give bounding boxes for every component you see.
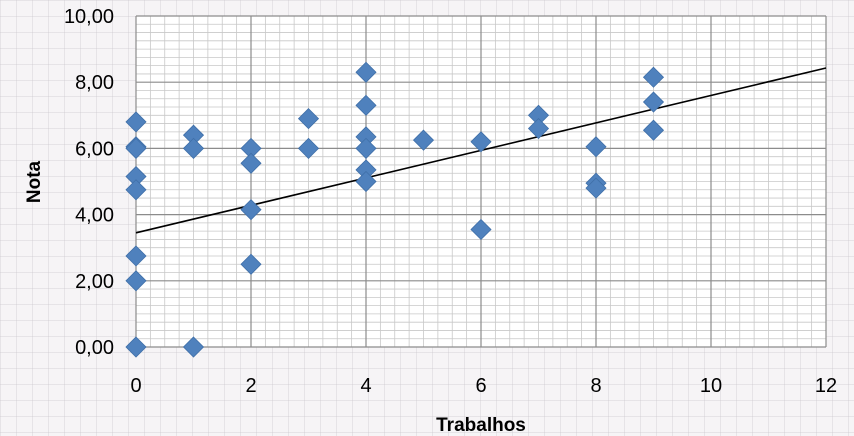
data-point bbox=[585, 177, 607, 199]
x-tick-label: 12 bbox=[815, 375, 837, 397]
y-tick-label: 10,00 bbox=[64, 6, 114, 28]
data-point bbox=[125, 179, 147, 201]
data-point bbox=[182, 336, 205, 358]
y-tick-label: 6,00 bbox=[75, 138, 114, 160]
data-point bbox=[125, 137, 147, 159]
data-point bbox=[642, 91, 665, 113]
data-point bbox=[470, 131, 492, 153]
data-point bbox=[182, 137, 205, 159]
data-point bbox=[125, 336, 147, 358]
data-point bbox=[240, 253, 262, 275]
data-point bbox=[412, 129, 435, 151]
x-tick-label: 2 bbox=[245, 375, 256, 397]
data-point bbox=[527, 117, 550, 140]
x-tick-label: 4 bbox=[360, 375, 371, 397]
x-tick-label: 0 bbox=[130, 375, 141, 397]
data-point bbox=[355, 170, 377, 193]
x-tick-label: 6 bbox=[475, 375, 486, 397]
x-tick-label: 10 bbox=[700, 375, 722, 397]
data-point bbox=[642, 66, 665, 88]
y-tick-label: 8,00 bbox=[75, 72, 114, 94]
x-axis-ticks: 0 2 4 6 8 10 12 bbox=[130, 375, 837, 397]
data-point bbox=[585, 136, 607, 158]
data-point bbox=[240, 152, 262, 174]
data-points bbox=[125, 61, 665, 358]
x-tick-label: 8 bbox=[590, 375, 601, 397]
data-point bbox=[125, 111, 147, 133]
data-point bbox=[297, 137, 320, 159]
data-point bbox=[297, 108, 320, 130]
data-point bbox=[470, 218, 492, 241]
data-point bbox=[125, 270, 147, 292]
data-point bbox=[355, 94, 377, 116]
y-tick-label: 0,00 bbox=[75, 337, 114, 359]
data-point bbox=[355, 137, 377, 159]
data-point bbox=[355, 61, 377, 83]
y-tick-label: 4,00 bbox=[75, 205, 114, 227]
y-axis-title: Nota bbox=[24, 160, 45, 203]
data-point bbox=[642, 119, 665, 141]
y-axis-ticks: 0,00 2,00 4,00 6,00 8,00 10,00 bbox=[64, 6, 114, 359]
data-point bbox=[240, 199, 262, 221]
y-tick-label: 2,00 bbox=[75, 271, 114, 293]
x-axis-title: Trabalhos bbox=[436, 415, 526, 436]
data-point bbox=[125, 245, 147, 267]
